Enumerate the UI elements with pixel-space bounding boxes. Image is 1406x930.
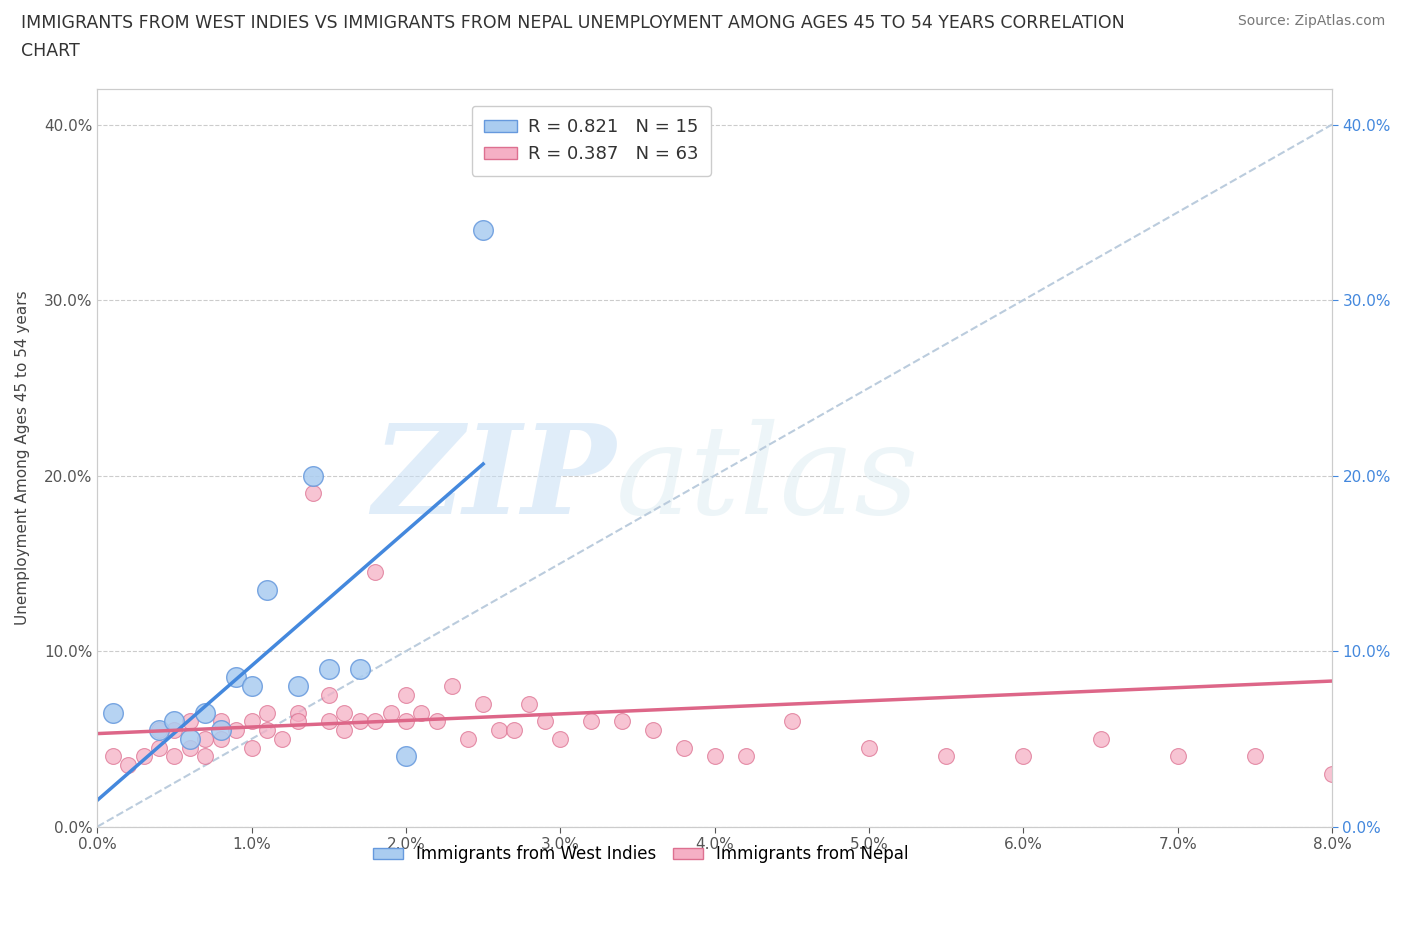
Point (1367, 529, 1389, 544)
Point (148, 723, 170, 737)
Text: atlas: atlas (616, 419, 920, 541)
Point (318, 714, 340, 729)
Point (333, 705, 356, 720)
Point (380, 705, 402, 720)
Point (179, 714, 201, 729)
Point (179, 732, 201, 747)
Point (550, 732, 572, 747)
Point (148, 740, 170, 755)
Point (225, 723, 247, 737)
Text: IMMIGRANTS FROM WEST INDIES VS IMMIGRANTS FROM NEPAL UNEMPLOYMENT AMONG AGES 45 : IMMIGRANTS FROM WEST INDIES VS IMMIGRANT… (21, 14, 1125, 32)
Point (194, 749, 217, 764)
Point (194, 705, 217, 720)
Point (1090, 732, 1112, 747)
Point (364, 714, 387, 729)
Point (395, 749, 418, 764)
Point (780, 714, 803, 729)
Point (610, 714, 633, 729)
Point (858, 740, 880, 755)
Point (426, 714, 449, 729)
Point (488, 723, 510, 737)
Text: Source: ZipAtlas.com: Source: ZipAtlas.com (1237, 14, 1385, 28)
Point (579, 714, 602, 729)
Point (641, 723, 664, 737)
Point (163, 723, 186, 737)
Point (240, 679, 263, 694)
Point (225, 670, 247, 684)
Point (457, 732, 479, 747)
Point (703, 749, 725, 764)
Point (209, 714, 232, 729)
Point (395, 714, 418, 729)
Point (333, 723, 356, 737)
Point (472, 222, 495, 237)
Point (117, 758, 139, 773)
Point (209, 723, 232, 737)
Point (194, 732, 217, 747)
Point (163, 749, 186, 764)
Point (1351, 521, 1374, 536)
Point (1320, 766, 1343, 781)
Point (209, 732, 232, 747)
Text: ZIP: ZIP (373, 419, 616, 541)
Point (101, 749, 124, 764)
Point (302, 468, 325, 483)
Point (935, 749, 957, 764)
Point (256, 723, 278, 737)
Point (148, 723, 170, 737)
Point (287, 705, 309, 720)
Point (302, 485, 325, 500)
Point (472, 697, 495, 711)
Point (179, 740, 201, 755)
Text: CHART: CHART (21, 42, 80, 60)
Point (132, 749, 155, 764)
Point (240, 740, 263, 755)
Point (256, 705, 278, 720)
Point (1244, 749, 1267, 764)
Point (349, 661, 371, 676)
Point (163, 714, 186, 729)
Point (101, 705, 124, 720)
Y-axis label: Unemployment Among Ages 45 to 54 years: Unemployment Among Ages 45 to 54 years (15, 291, 30, 625)
Point (1012, 749, 1035, 764)
Legend: Immigrants from West Indies, Immigrants from Nepal: Immigrants from West Indies, Immigrants … (366, 839, 915, 870)
Point (1382, 521, 1405, 536)
Point (441, 679, 464, 694)
Point (287, 714, 309, 729)
Point (364, 565, 387, 579)
Point (287, 679, 309, 694)
Point (349, 714, 371, 729)
Point (411, 705, 433, 720)
Point (318, 687, 340, 702)
Point (271, 732, 294, 747)
Point (519, 697, 541, 711)
Point (672, 740, 695, 755)
Point (240, 714, 263, 729)
Point (256, 582, 278, 597)
Point (1167, 749, 1189, 764)
Point (395, 687, 418, 702)
Point (318, 661, 340, 676)
Point (534, 714, 557, 729)
Point (503, 723, 526, 737)
Point (734, 749, 756, 764)
